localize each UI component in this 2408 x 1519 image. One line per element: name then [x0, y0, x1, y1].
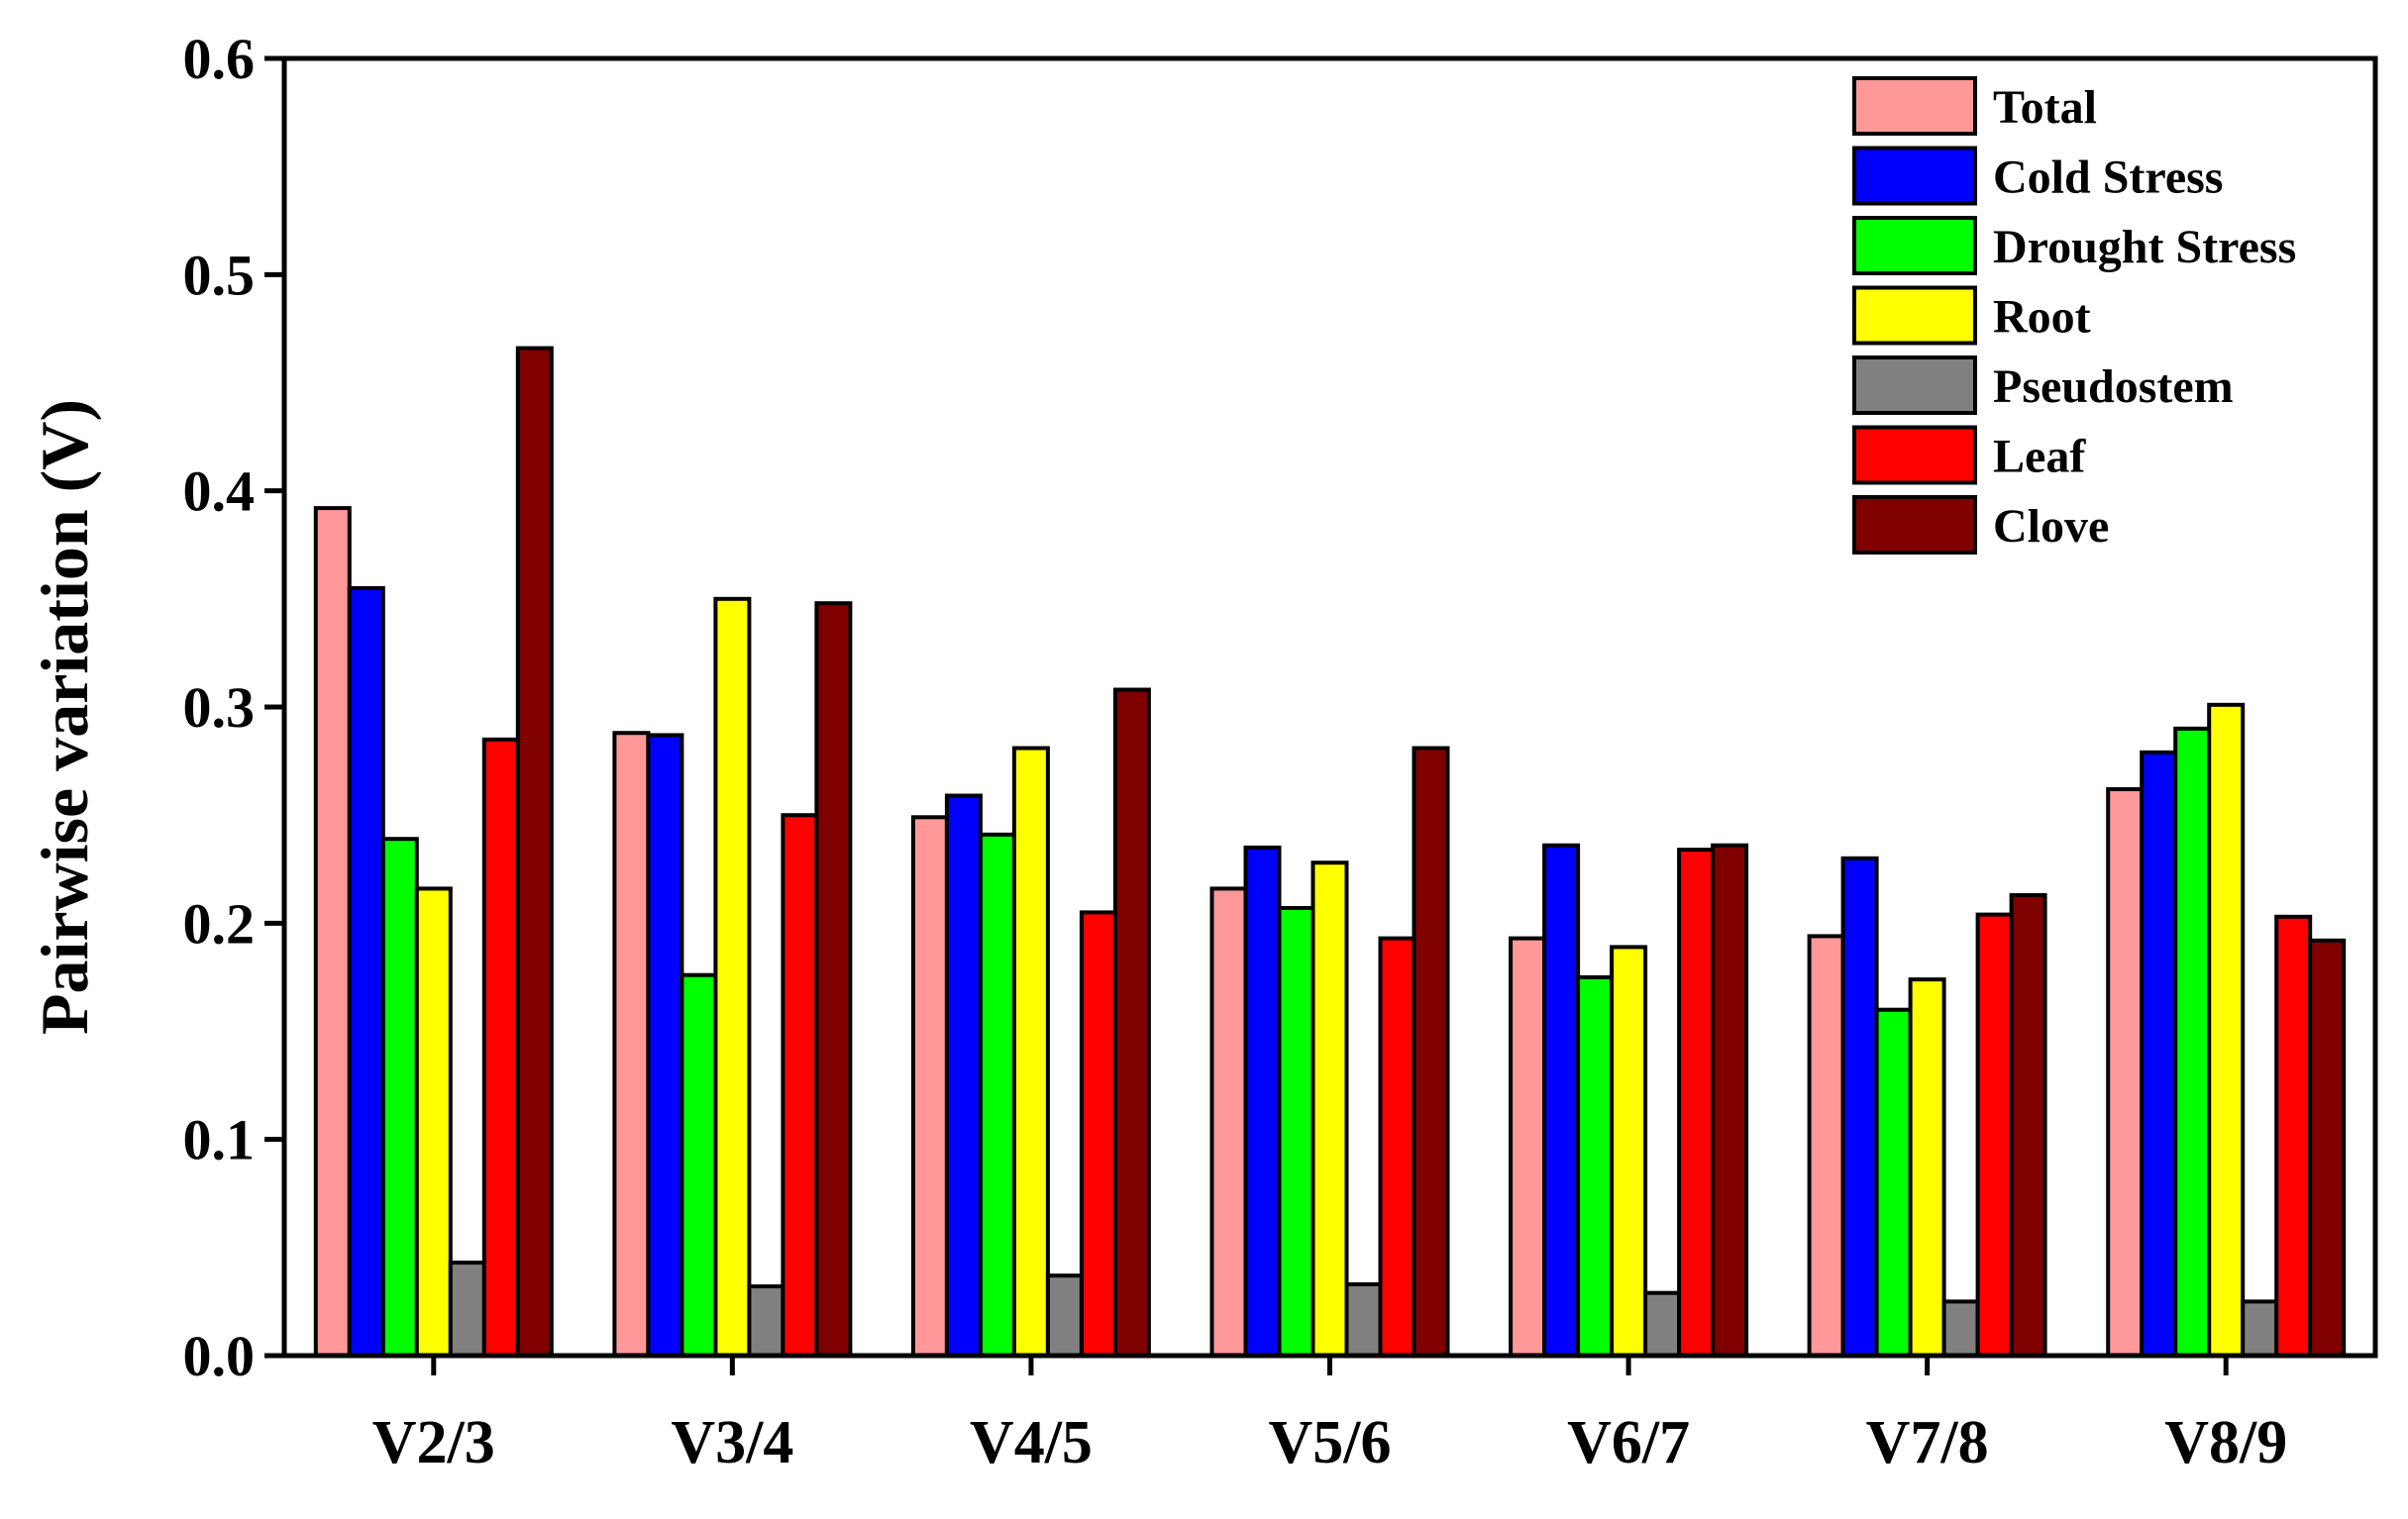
bar-clove-6 [2308, 938, 2347, 1358]
bar-cold-stress-0 [347, 585, 385, 1358]
bar-pseudostem-1 [747, 1284, 785, 1358]
bar-total-6 [2106, 787, 2145, 1358]
bar-leaf-0 [481, 737, 520, 1359]
y-tick-label: 0.2 [183, 891, 256, 956]
legend-label-root: Root [1993, 291, 2091, 344]
legend-swatch-root [1852, 285, 1977, 346]
bar-root-5 [1908, 977, 1946, 1358]
legend-label-clove: Clove [1993, 500, 2109, 553]
x-tick-label: V3/4 [671, 1409, 793, 1476]
legend-label-leaf: Leaf [1993, 431, 2086, 483]
legend-swatch-leaf [1852, 425, 1977, 485]
bar-cold-stress-6 [2140, 750, 2178, 1358]
axes-layer: 0.0 0.1 0.2 0.3 0.4 0.5 0.6 V2/3 V3/4 V4/5 V5/6 V6/… [27, 27, 2378, 1476]
bar-leaf-3 [1378, 936, 1416, 1358]
bar-root-2 [1011, 746, 1050, 1358]
bar-total-0 [313, 506, 352, 1358]
y-tick-label: 0.4 [183, 459, 256, 524]
bar-pseudostem-6 [2241, 1299, 2279, 1359]
y-tick-label: 0.5 [183, 243, 256, 307]
x-tick-label: V2/3 [372, 1409, 495, 1476]
y-axis-title: Pairwise variation (V) [27, 399, 102, 1035]
bar-drought-stress-3 [1277, 906, 1315, 1358]
legend-swatch-total [1852, 76, 1977, 136]
bar-cold-stress-1 [646, 733, 684, 1358]
bar-cold-stress-3 [1243, 845, 1282, 1358]
x-tick-label: V7/8 [1866, 1409, 1989, 1476]
bar-total-2 [910, 815, 949, 1358]
bar-root-0 [414, 886, 453, 1359]
bar-cold-stress-2 [944, 793, 983, 1358]
bar-clove-5 [2009, 893, 2047, 1358]
x-tick-label: V8/9 [2164, 1409, 2287, 1476]
bar-clove-0 [515, 346, 554, 1359]
legend-label-drought-stress: Drought Stress [1993, 221, 2296, 273]
legend-label-total: Total [1993, 81, 2097, 134]
legend-swatch-cold-stress [1852, 146, 1977, 206]
bar-clove-4 [1711, 843, 1749, 1358]
bar-pseudostem-5 [1941, 1299, 1980, 1359]
bar-clove-1 [814, 601, 853, 1358]
x-tick-label: V5/6 [1269, 1409, 1392, 1476]
legend-label-cold-stress: Cold Stress [1993, 152, 2223, 204]
bar-cold-stress-5 [1840, 856, 1879, 1358]
bar-total-3 [1209, 886, 1248, 1359]
bar-drought-stress-2 [978, 832, 1016, 1358]
bar-drought-stress-6 [2173, 726, 2212, 1358]
bar-root-6 [2207, 702, 2246, 1358]
bar-drought-stress-0 [380, 837, 419, 1358]
bar-root-3 [1310, 861, 1349, 1358]
bar-clove-3 [1412, 746, 1450, 1358]
bars-layer [313, 346, 2347, 1359]
legend-swatch-pseudostem [1852, 355, 1977, 415]
bar-root-4 [1610, 945, 1648, 1359]
y-tick-label: 0.0 [183, 1324, 256, 1388]
bar-leaf-4 [1677, 848, 1716, 1358]
bar-root-1 [713, 596, 752, 1358]
bar-leaf-2 [1079, 910, 1117, 1359]
x-tick-label: V6/7 [1567, 1409, 1690, 1476]
y-tick-label: 0.6 [183, 27, 256, 91]
legend: Total Cold Stress Drought Stress Root Pseudo… [1852, 76, 2296, 555]
bar-clove-2 [1112, 687, 1151, 1358]
bar-leaf-6 [2274, 914, 2313, 1358]
legend-label-pseudostem: Pseudostem [1993, 360, 2234, 413]
bar-pseudostem-2 [1045, 1273, 1084, 1358]
bar-leaf-5 [1975, 912, 2014, 1358]
bar-leaf-1 [781, 813, 819, 1358]
y-tick-label: 0.3 [183, 675, 256, 740]
bar-drought-stress-5 [1874, 1007, 1913, 1358]
bar-total-1 [612, 731, 651, 1358]
x-tick-label: V4/5 [970, 1409, 1093, 1476]
bar-pseudostem-0 [448, 1261, 486, 1358]
legend-swatch-clove [1852, 495, 1977, 555]
bar-pseudostem-4 [1643, 1290, 1682, 1358]
legend-swatch-drought-stress [1852, 216, 1977, 275]
y-tick-label: 0.1 [183, 1108, 256, 1172]
bar-total-5 [1807, 934, 1845, 1359]
bar-drought-stress-4 [1576, 974, 1615, 1359]
bar-drought-stress-1 [680, 972, 718, 1358]
bar-total-4 [1509, 936, 1547, 1358]
bar-cold-stress-4 [1542, 843, 1581, 1358]
bar-pseudostem-3 [1344, 1282, 1383, 1358]
